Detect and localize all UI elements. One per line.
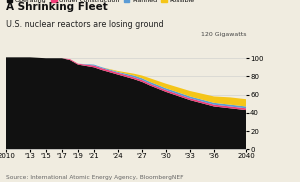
- Text: U.S. nuclear reactors are losing ground: U.S. nuclear reactors are losing ground: [6, 20, 164, 29]
- Text: Source: International Atomic Energy Agency, BloombergNEF: Source: International Atomic Energy Agen…: [6, 175, 184, 180]
- Text: A Shrinking Fleet: A Shrinking Fleet: [6, 2, 108, 12]
- Text: 120 Gigawatts: 120 Gigawatts: [200, 32, 246, 37]
- Legend: Operating, Under construction, Planned, Possible: Operating, Under construction, Planned, …: [4, 0, 197, 6]
